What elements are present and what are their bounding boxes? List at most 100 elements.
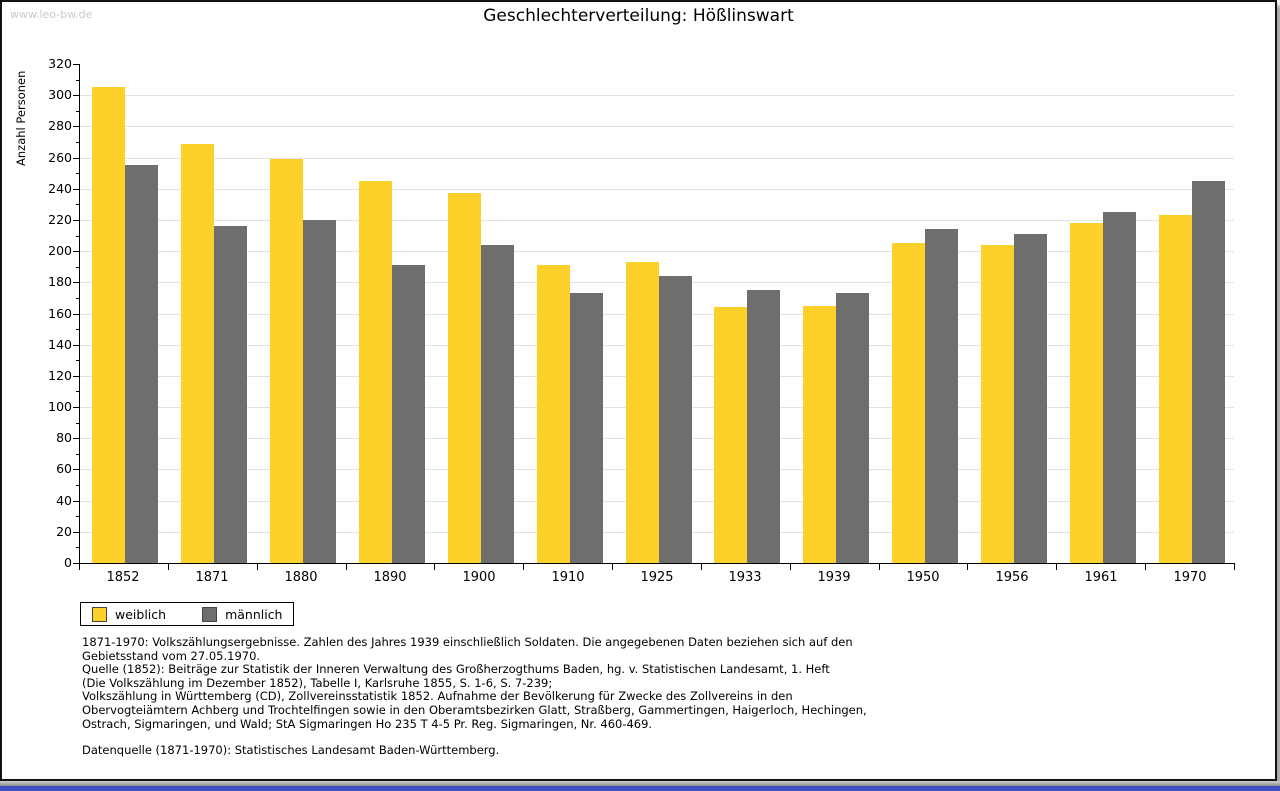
- bar-weiblich: [448, 193, 481, 563]
- gridline: [79, 126, 1234, 127]
- y-axis-tick: [73, 345, 79, 346]
- y-axis-minor-tick: [76, 485, 79, 486]
- footer-line: Volkszählung in Württemberg (CD), Zollve…: [82, 689, 793, 704]
- y-axis-tick: [73, 126, 79, 127]
- y-tick-label: 220: [48, 212, 72, 227]
- bar-weiblich: [981, 245, 1014, 563]
- y-tick-label: 300: [48, 87, 72, 102]
- x-tick-label: 1910: [551, 570, 585, 585]
- y-axis-minor-tick: [76, 80, 79, 81]
- bar-maennlich: [392, 265, 425, 563]
- y-tick-label: 240: [48, 181, 72, 196]
- plot-area: 0 20 40 60 80 100 120 140 160 180 200 220 240 260 280 3…: [2, 2, 1275, 779]
- y-tick-label: 120: [48, 368, 72, 383]
- y-tick-label: 0: [64, 555, 72, 570]
- footer-datasource: Datenquelle (1871-1970): Statistisches L…: [82, 743, 500, 758]
- x-axis-tick: [523, 563, 524, 570]
- y-tick-label: 40: [56, 493, 72, 508]
- legend-swatch-maennlich: [202, 606, 218, 622]
- y-tick-label: 60: [56, 461, 72, 476]
- footer-source-lines: 1871-1970: Volkszählungsergebnisse. Zahl…: [82, 635, 867, 731]
- y-tick-label: 160: [48, 306, 72, 321]
- legend-label-maennlich: männlich: [225, 606, 283, 622]
- x-axis-tick: [612, 563, 613, 570]
- x-tick-label: 1933: [728, 570, 762, 585]
- x-tick-label: 1970: [1173, 570, 1207, 585]
- x-tick-label: 1950: [906, 570, 940, 585]
- gridline: [79, 189, 1234, 190]
- y-axis-minor-tick: [76, 547, 79, 548]
- x-axis-tick: [434, 563, 435, 570]
- gridline: [79, 95, 1234, 96]
- bar-maennlich: [1014, 234, 1047, 563]
- bar-weiblich: [1070, 223, 1103, 563]
- y-axis-tick: [73, 189, 79, 190]
- x-axis-tick: [79, 563, 80, 570]
- x-tick-label: 1900: [462, 570, 496, 585]
- x-axis-tick: [790, 563, 791, 570]
- x-axis-line: [79, 563, 1235, 564]
- bar-weiblich: [181, 144, 214, 563]
- x-tick-label: 1871: [195, 570, 229, 585]
- y-axis-tick: [73, 563, 79, 564]
- footer-line: (Die Volkszählung im Dezember 1852), Tab…: [82, 675, 553, 690]
- bar-maennlich: [836, 293, 869, 563]
- x-tick-label: 1956: [995, 570, 1029, 585]
- bar-maennlich: [481, 245, 514, 563]
- y-axis-tick: [73, 282, 79, 283]
- bar-weiblich: [714, 307, 747, 563]
- frame-shadow: [0, 781, 1280, 786]
- y-axis-tick: [73, 438, 79, 439]
- bar-maennlich: [570, 293, 603, 563]
- y-axis-tick: [73, 220, 79, 221]
- x-axis-tick: [879, 563, 880, 570]
- footer-notes: 1871-1970: Volkszählungsergebnisse. Zahl…: [82, 635, 867, 758]
- bar-weiblich: [270, 159, 303, 563]
- y-axis-tick: [73, 158, 79, 159]
- x-axis-tick: [1145, 563, 1146, 570]
- x-tick-label: 1939: [817, 570, 851, 585]
- y-axis-minor-tick: [76, 454, 79, 455]
- bar-maennlich: [1192, 181, 1225, 563]
- y-axis-tick: [73, 64, 79, 65]
- y-axis-minor-tick: [76, 267, 79, 268]
- x-tick-label: 1961: [1084, 570, 1118, 585]
- bar-maennlich: [925, 229, 958, 563]
- bar-weiblich: [92, 87, 125, 563]
- bar-weiblich: [892, 243, 925, 563]
- y-axis-minor-tick: [76, 173, 79, 174]
- bar-maennlich: [214, 226, 247, 563]
- y-axis-minor-tick: [76, 360, 79, 361]
- watermark: www.leo-bw.de: [10, 8, 93, 21]
- y-axis-minor-tick: [76, 111, 79, 112]
- x-axis-tick: [701, 563, 702, 570]
- y-axis-tick: [73, 95, 79, 96]
- footer-line: 1871-1970: Volkszählungsergebnisse. Zahl…: [82, 635, 853, 649]
- y-axis-tick: [73, 469, 79, 470]
- y-tick-label: 20: [56, 524, 72, 539]
- x-tick-label: 1925: [640, 570, 674, 585]
- y-axis-tick: [73, 407, 79, 408]
- y-axis-minor-tick: [76, 236, 79, 237]
- y-tick-label: 320: [48, 56, 72, 71]
- y-axis-tick: [73, 314, 79, 315]
- y-tick-label: 140: [48, 337, 72, 352]
- y-tick-label: 180: [48, 274, 72, 289]
- y-axis-minor-tick: [76, 298, 79, 299]
- gridline: [79, 158, 1234, 159]
- y-axis-minor-tick: [76, 391, 79, 392]
- page-title: Geschlechterverteilung: Hößlinswart: [483, 6, 794, 26]
- footer-line: Obervogteiämtern Achberg und Trochtelfin…: [82, 702, 867, 717]
- y-tick-label: 100: [48, 399, 72, 414]
- gridline: [79, 220, 1234, 221]
- footer-line: Gebietsstand vom 27.05.1970.: [82, 648, 261, 663]
- bar-maennlich: [1103, 212, 1136, 563]
- y-tick-label: 260: [48, 150, 72, 165]
- x-axis-tick: [967, 563, 968, 570]
- y-axis-minor-tick: [76, 423, 79, 424]
- y-tick-label: 200: [48, 243, 72, 258]
- legend-label-weiblich: weiblich: [115, 606, 167, 622]
- bar-weiblich: [803, 306, 836, 563]
